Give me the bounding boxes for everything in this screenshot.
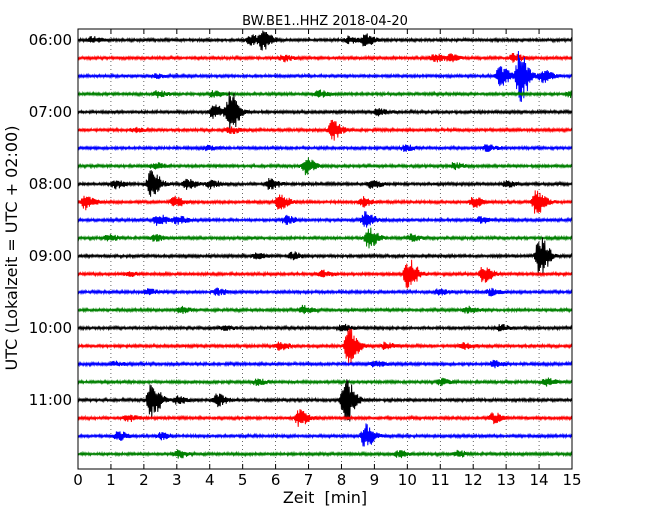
trace-line: [77, 423, 573, 447]
x-tick-label: 10: [398, 471, 417, 489]
trace-line: [77, 89, 573, 99]
trace-line: [77, 359, 573, 369]
trace-line: [77, 227, 573, 249]
x-tick-label: 13: [497, 471, 516, 489]
trace-line: [77, 377, 573, 387]
axes: 0 1 2 3 4 5 6 7 8 9 10 11 12 13 14 1506:0007:0008:0009:…: [29, 29, 582, 489]
x-tick-label: 11: [431, 471, 450, 489]
trace-line: [77, 50, 573, 102]
x-tick-label: 7: [304, 471, 314, 489]
trace-line: [77, 409, 573, 427]
y-tick-label: 10:00: [29, 319, 72, 337]
x-tick-label: 1: [106, 471, 116, 489]
y-tick-label: 11:00: [29, 391, 72, 409]
trace-line: [77, 91, 573, 134]
x-tick-label: 4: [205, 471, 215, 489]
trace-line: [77, 190, 573, 214]
trace-line: [77, 30, 573, 51]
chart-title: BW.BE1..HHZ 2018-04-20: [242, 14, 408, 29]
trace-line: [77, 287, 573, 297]
x-tick-label: 2: [139, 471, 149, 489]
y-tick-label: 07:00: [29, 103, 72, 121]
y-tick-label: 08:00: [29, 175, 72, 193]
trace-line: [77, 259, 573, 289]
x-tick-label: 9: [370, 471, 380, 489]
trace-line: [77, 237, 573, 276]
x-tick-label: 14: [530, 471, 549, 489]
trace-line: [77, 379, 573, 422]
y-axis-label: UTC (Lokalzeit = UTC + 02:00): [2, 126, 21, 371]
x-tick-label: 8: [337, 471, 347, 489]
x-tick-label: 6: [271, 471, 281, 489]
x-tick-label: 3: [172, 471, 182, 489]
plot-frame: [77, 28, 573, 470]
trace-line: [77, 449, 573, 459]
y-tick-label: 09:00: [29, 247, 72, 265]
trace-line: [77, 157, 573, 176]
trace-line: [77, 328, 573, 365]
x-tick-label: 0: [73, 471, 83, 489]
trace-line: [77, 119, 573, 141]
trace-area: [77, 29, 573, 469]
trace-line: [77, 144, 573, 152]
x-axis-label: Zeit [min]: [283, 488, 367, 507]
trace-line: [77, 170, 573, 197]
trace-line: [77, 323, 573, 332]
trace-line: [77, 211, 573, 228]
x-tick-label: 12: [464, 471, 483, 489]
x-tick-label: 15: [562, 471, 581, 489]
trace-line: [77, 304, 573, 315]
x-tick-label: 5: [238, 471, 248, 489]
y-tick-label: 06:00: [29, 31, 72, 49]
trace-line: [77, 52, 573, 63]
